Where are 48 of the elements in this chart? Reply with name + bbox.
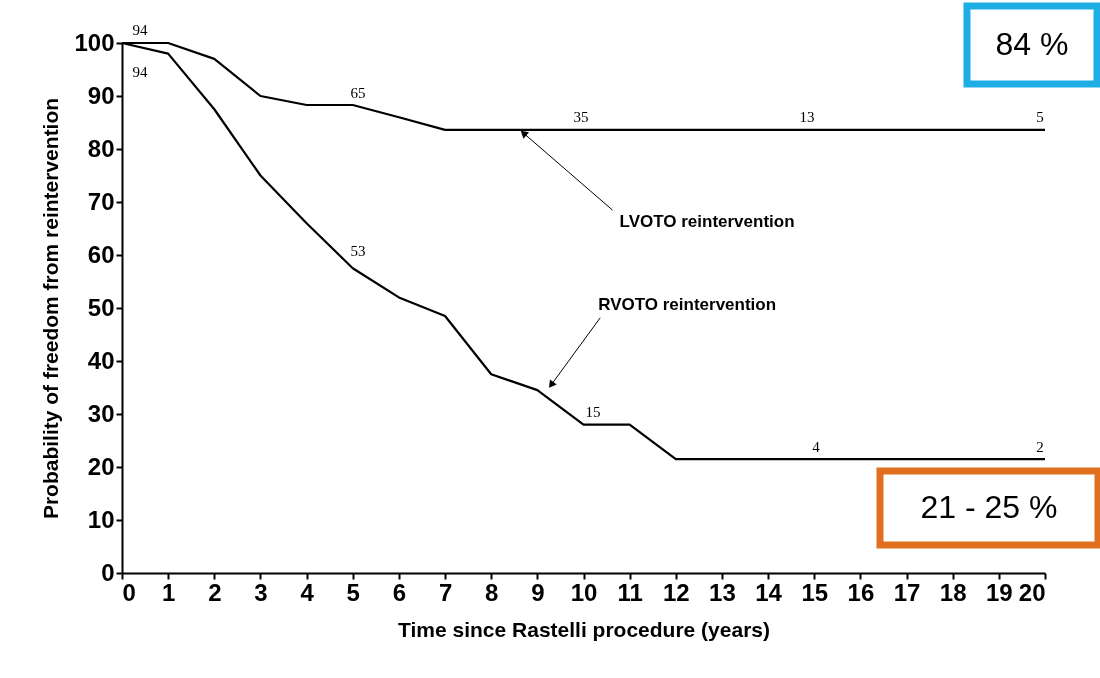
x-tick-label: 11 <box>617 578 643 606</box>
x-tick-label: 7 <box>438 578 453 606</box>
y-tick-label: 20 <box>87 452 115 480</box>
text: 94 <box>132 22 148 38</box>
y-tick-label: 70 <box>87 187 115 215</box>
x-tick-label: 16 <box>847 578 875 606</box>
x-tick-label: 10 <box>570 578 598 606</box>
x-tick-label: 2 <box>208 578 222 606</box>
x-tick-label: 0 <box>122 578 136 606</box>
y-tick-label: 80 <box>87 134 115 162</box>
x-tick-label: 15 <box>801 578 829 606</box>
x-axis-title: Time since Rastelli procedure (years) <box>398 617 770 641</box>
annotation: 13 <box>799 109 815 125</box>
x-tick-label: 1 <box>161 578 176 606</box>
y-tick-label: 0 <box>101 558 115 586</box>
annotation: 84 % <box>995 26 1069 62</box>
x-tick-label: 20 <box>1018 578 1046 606</box>
x-tick-label: 12 <box>662 578 690 606</box>
annotation: RVOTO reintervention <box>598 294 777 314</box>
x-tick-label: 19 <box>986 578 1013 606</box>
x-tick-label: 4 <box>300 578 315 606</box>
y-tick-label: 50 <box>87 293 115 321</box>
y-tick-label: 40 <box>87 346 115 374</box>
x-tick-label: 14 <box>755 578 783 606</box>
annotation: 65 <box>350 85 366 101</box>
x-tick-label: 8 <box>485 578 499 606</box>
annotation: 15 <box>585 404 601 420</box>
y-tick-label: 90 <box>87 81 115 109</box>
annotation: 53 <box>350 243 366 259</box>
annotation: LVOTO reintervention <box>619 212 795 232</box>
x-tick-label: 13 <box>709 578 736 606</box>
y-tick-label: 60 <box>87 240 115 268</box>
x-tick-label: 5 <box>346 578 360 606</box>
x-tick-label: 17 <box>893 578 921 606</box>
y-tick-label: 100 <box>74 28 115 56</box>
annotation: 94 <box>132 64 148 80</box>
y-tick-label: 10 <box>87 505 115 533</box>
annotation: 5 <box>1036 109 1044 125</box>
x-tick-label: 9 <box>531 578 545 606</box>
x-tick-label: 18 <box>939 578 967 606</box>
y-axis-title: Probability of freedom from reintervention <box>39 97 63 520</box>
x-tick-label: 3 <box>254 578 268 606</box>
annotation: 21 - 25 % <box>920 489 1058 525</box>
annotation: 35 <box>573 109 589 125</box>
annotation: 2 <box>1036 439 1044 455</box>
x-tick-label: 6 <box>392 578 407 606</box>
annotation: 4 <box>812 439 821 455</box>
y-tick-label: 30 <box>87 399 115 427</box>
